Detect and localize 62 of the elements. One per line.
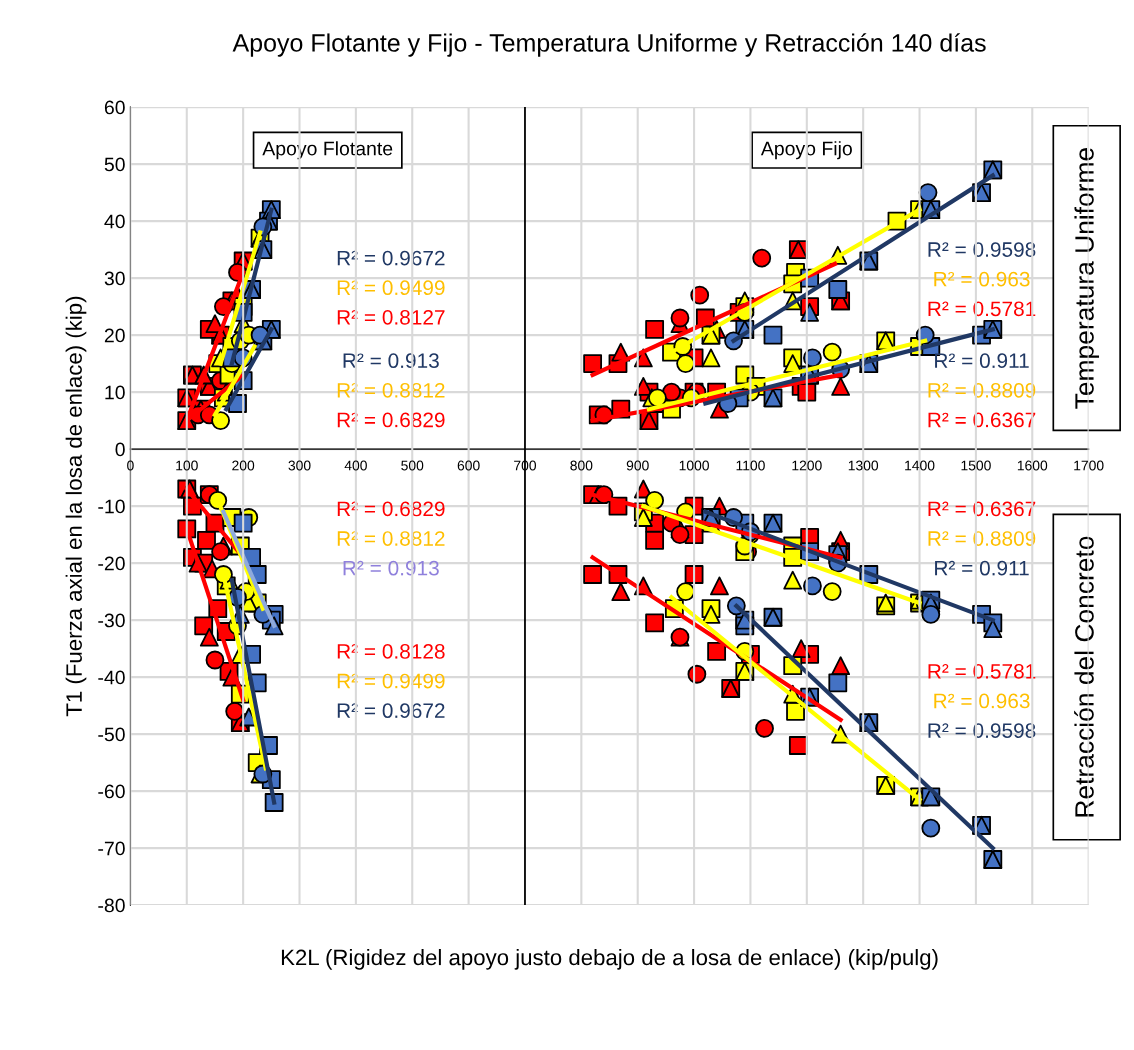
x-tick-label: 1400 bbox=[905, 460, 935, 471]
annotation: R² = 0.8127 bbox=[337, 309, 445, 325]
annotation: R² = 0.8128 bbox=[337, 644, 445, 659]
annotation: Apoyo Fijo bbox=[760, 141, 852, 160]
x-tick-label: 1500 bbox=[961, 460, 991, 471]
annotation: R² = 0.9598 bbox=[928, 242, 1036, 257]
x-tick-label: 1100 bbox=[736, 460, 765, 471]
y-tick-label: -70 bbox=[98, 841, 125, 856]
x-tick-label: 1600 bbox=[1017, 460, 1048, 471]
y-tick-label: -60 bbox=[98, 784, 125, 799]
x-tick-label: 300 bbox=[288, 460, 311, 471]
annotation: R² = 0.8812 bbox=[337, 382, 445, 398]
y-tick-label: 60 bbox=[104, 100, 125, 115]
y-tick-label: -20 bbox=[98, 556, 125, 571]
y-tick-label: 10 bbox=[105, 385, 125, 400]
x-tick-label: 1000 bbox=[679, 460, 709, 471]
annotation: R² = 0.9499 bbox=[337, 280, 445, 296]
x-tick-label: 1300 bbox=[848, 460, 879, 471]
annotation: R² = 0.963 bbox=[934, 693, 1030, 709]
annotation: Retracción del Concreto bbox=[1074, 536, 1094, 817]
annotation: R² = 0.5781 bbox=[928, 301, 1036, 317]
annotation: R² = 0.9499 bbox=[337, 673, 445, 689]
y-tick-label: 50 bbox=[104, 157, 125, 172]
annotation: R² = 0.5781 bbox=[928, 663, 1036, 679]
annotation: Temperatura Uniforme bbox=[1074, 148, 1100, 409]
annotation: R² = 0.8809 bbox=[928, 382, 1036, 398]
y-tick-label: 40 bbox=[104, 214, 125, 229]
annotation: R² = 0.9672 bbox=[337, 250, 445, 266]
annotation: R² = 0.6367 bbox=[928, 501, 1036, 517]
y-tick-label: -10 bbox=[98, 499, 125, 514]
x-tick-label: 800 bbox=[570, 460, 593, 471]
x-axis-title: K2L (Rigidez del apoyo justo debajo de a losa de enlace) (kip/pulg) bbox=[281, 948, 938, 970]
annotation: R² = 0.913 bbox=[343, 560, 439, 576]
x-tick-label: 200 bbox=[232, 460, 255, 471]
annotation: R² = 0.8812 bbox=[337, 531, 445, 546]
annotation: R² = 0.6829 bbox=[337, 501, 445, 517]
x-tick-label: 600 bbox=[457, 460, 480, 471]
annotation: R² = 0.8809 bbox=[928, 531, 1036, 546]
x-tick-label: 0 bbox=[127, 460, 134, 471]
y-axis-title: T1 (Fuerza axial en la losa de enlace) (kip) bbox=[65, 296, 87, 717]
y-tick-label: -80 bbox=[98, 898, 125, 913]
x-tick-label: 400 bbox=[344, 460, 367, 471]
annotation: Apoyo Flotante bbox=[262, 141, 393, 160]
x-tick-label: 500 bbox=[401, 460, 424, 471]
y-tick-label: -30 bbox=[98, 613, 125, 628]
annotation: R² = 0.9598 bbox=[928, 723, 1036, 738]
chart-title: Apoyo Flotante y Fijo - Temperatura Uniforme y Retracción 140 días bbox=[232, 33, 986, 57]
x-tick-label: 100 bbox=[176, 460, 198, 471]
y-tick-label: 20 bbox=[104, 328, 125, 343]
x-tick-label: 900 bbox=[626, 460, 649, 471]
annotation: R² = 0.9672 bbox=[337, 703, 445, 719]
annotation: R² = 0.911 bbox=[935, 560, 1029, 576]
y-tick-label: 0 bbox=[115, 442, 125, 457]
y-tick-label: 30 bbox=[104, 271, 125, 286]
annotation: R² = 0.963 bbox=[934, 271, 1030, 287]
annotation: R² = 0.6367 bbox=[928, 412, 1036, 428]
y-tick-label: -50 bbox=[98, 727, 125, 742]
y-tick-label: -40 bbox=[98, 670, 125, 685]
x-tick-label: 1700 bbox=[1074, 460, 1104, 471]
annotation: R² = 0.911 bbox=[935, 353, 1029, 369]
annotation: R² = 0.913 bbox=[343, 353, 439, 369]
x-tick-label: 1200 bbox=[792, 460, 822, 471]
